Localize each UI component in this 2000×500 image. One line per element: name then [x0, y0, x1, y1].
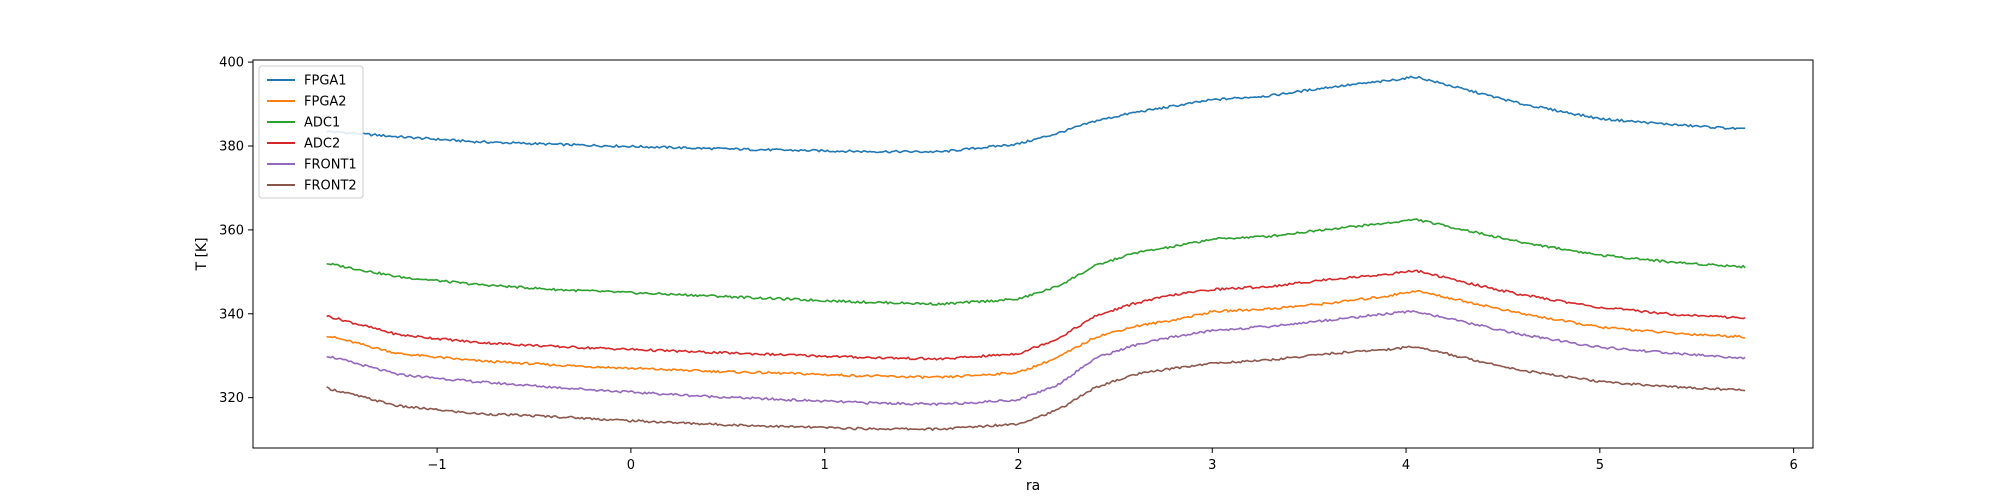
- x-axis-label: ra: [1026, 478, 1040, 494]
- legend-label-fpga1: FPGA1: [304, 74, 347, 89]
- series-line-adc2: [326, 269, 1746, 361]
- y-tick-label: 360: [219, 223, 244, 238]
- legend-label-front1: FRONT1: [304, 158, 357, 173]
- series-line-fpga1: [326, 75, 1746, 154]
- legend: FPGA1 FPGA2 ADC1 ADC2 FRONT1 FRONT2: [258, 65, 364, 199]
- x-tick-label: 3: [1208, 458, 1216, 473]
- y-tick-label: 340: [219, 307, 244, 322]
- series-line-front2: [326, 345, 1746, 431]
- x-tick-label: 1: [821, 458, 829, 473]
- y-tick-label: 320: [219, 391, 244, 406]
- legend-label-adc2: ADC2: [304, 137, 340, 152]
- series-line-front1: [326, 310, 1746, 407]
- x-axis: −1 0 1 2 3 4 5 6: [428, 448, 1798, 473]
- legend-label-front2: FRONT2: [304, 179, 357, 194]
- series-layer: [326, 75, 1746, 431]
- x-tick-label: 6: [1789, 458, 1797, 473]
- y-tick-label: 400: [219, 56, 244, 71]
- series-line-adc1: [326, 218, 1746, 306]
- plot-area-frame: [252, 59, 1814, 449]
- x-tick-label: −1: [428, 458, 447, 473]
- y-axis-label: T [K]: [194, 237, 210, 271]
- x-tick-label: 0: [627, 458, 635, 473]
- y-tick-label: 380: [219, 139, 244, 154]
- x-tick-label: 2: [1014, 458, 1022, 473]
- x-tick-label: 4: [1402, 458, 1410, 473]
- x-tick-label: 5: [1596, 458, 1604, 473]
- legend-label-adc1: ADC1: [304, 116, 340, 131]
- legend-label-fpga2: FPGA2: [304, 95, 347, 110]
- y-axis: 320 340 360 380 400: [219, 56, 253, 406]
- series-line-fpga2: [326, 289, 1746, 380]
